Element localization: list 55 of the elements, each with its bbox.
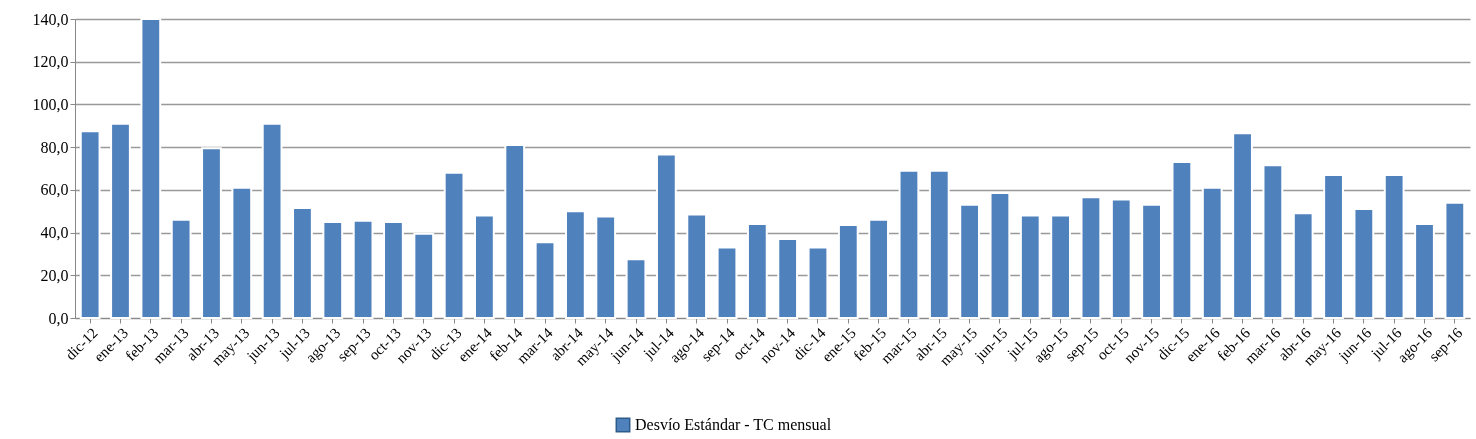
bar (959, 203, 981, 319)
bar (79, 130, 101, 319)
bar (261, 122, 283, 319)
legend-label: Desvío Estándar - TC mensual (635, 416, 832, 433)
bar (352, 219, 374, 319)
bar (1383, 173, 1405, 319)
bar (474, 214, 495, 319)
bar (1201, 186, 1223, 319)
bar (1292, 212, 1314, 319)
y-tick-label: 80,0 (40, 138, 69, 156)
y-tick-label: 40,0 (40, 224, 69, 242)
bar (413, 232, 435, 319)
bar (716, 246, 738, 319)
bar (110, 122, 131, 319)
bar (292, 207, 313, 319)
y-tick-label: 20,0 (40, 266, 69, 284)
y-tick-label: 0,0 (48, 309, 69, 327)
bar (201, 147, 222, 319)
bar (1141, 203, 1162, 319)
bar (1444, 201, 1466, 319)
bar (1080, 196, 1102, 319)
bar (928, 169, 950, 319)
bar (1050, 214, 1071, 319)
bar (1110, 198, 1132, 319)
bar (140, 18, 162, 319)
bar (989, 192, 1011, 319)
bar (1323, 173, 1344, 319)
bar (837, 224, 859, 319)
bar (746, 223, 768, 319)
bar (1353, 208, 1375, 319)
bar (1019, 214, 1041, 319)
bar (564, 210, 586, 319)
bar (655, 153, 677, 319)
bar (1171, 161, 1193, 319)
bar (443, 171, 465, 319)
bar (322, 220, 344, 319)
bar (1232, 132, 1253, 319)
bar (807, 246, 829, 319)
bar (595, 215, 617, 319)
y-tick-label: 100,0 (32, 95, 69, 113)
y-tick-label: 120,0 (32, 53, 69, 71)
bar (625, 258, 647, 319)
bar (1414, 223, 1435, 319)
bar (1262, 164, 1284, 319)
bar (231, 186, 253, 319)
bar (777, 237, 799, 319)
y-tick-label: 60,0 (40, 181, 69, 199)
y-tick-label: 140,0 (32, 10, 69, 28)
bar (686, 213, 708, 319)
bar (170, 218, 192, 319)
bar (534, 241, 556, 319)
bar (898, 169, 920, 319)
bar (504, 144, 526, 319)
bar (868, 218, 890, 319)
bar (383, 220, 404, 319)
